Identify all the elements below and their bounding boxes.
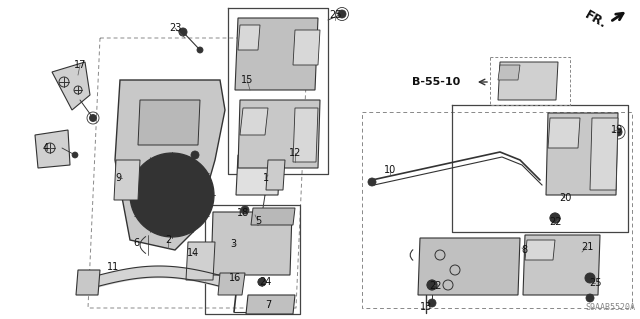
Text: 20: 20: [559, 193, 571, 203]
Polygon shape: [498, 62, 558, 100]
Text: 5: 5: [255, 216, 261, 226]
Text: 8: 8: [521, 245, 527, 255]
Polygon shape: [235, 18, 318, 90]
Circle shape: [142, 165, 202, 225]
Circle shape: [368, 178, 376, 186]
Polygon shape: [238, 25, 260, 50]
Text: 10: 10: [384, 165, 396, 175]
Polygon shape: [590, 118, 618, 190]
Text: 21: 21: [581, 242, 593, 252]
Text: 23: 23: [169, 23, 181, 33]
Circle shape: [197, 47, 203, 53]
Polygon shape: [35, 130, 70, 168]
Text: 1: 1: [263, 173, 269, 183]
Text: B-55-10: B-55-10: [412, 77, 460, 87]
Text: 13: 13: [420, 302, 432, 312]
Polygon shape: [418, 238, 520, 295]
Circle shape: [255, 219, 261, 225]
Polygon shape: [186, 242, 215, 280]
Circle shape: [258, 278, 266, 286]
Text: 4: 4: [43, 143, 49, 153]
Circle shape: [585, 273, 595, 283]
Circle shape: [550, 213, 560, 223]
Circle shape: [154, 177, 190, 213]
Polygon shape: [76, 270, 100, 295]
Text: 14: 14: [187, 248, 199, 258]
Text: 19: 19: [611, 125, 623, 135]
Circle shape: [262, 189, 268, 195]
Text: 9: 9: [115, 173, 121, 183]
Text: 6: 6: [133, 238, 139, 248]
Circle shape: [614, 128, 622, 136]
Polygon shape: [525, 240, 555, 260]
Text: S9AAB5520A: S9AAB5520A: [585, 303, 635, 312]
Polygon shape: [251, 208, 295, 225]
Circle shape: [338, 10, 346, 18]
Text: 15: 15: [241, 75, 253, 85]
Polygon shape: [523, 235, 600, 295]
Text: 22: 22: [550, 217, 563, 227]
Polygon shape: [211, 212, 292, 275]
Circle shape: [162, 185, 182, 205]
Polygon shape: [236, 155, 280, 195]
Text: 7: 7: [265, 300, 271, 310]
Text: 25: 25: [589, 278, 601, 288]
Text: 3: 3: [230, 239, 236, 249]
Circle shape: [179, 28, 187, 36]
Text: 2: 2: [165, 235, 171, 245]
Circle shape: [90, 115, 97, 122]
Text: 11: 11: [107, 262, 119, 272]
Polygon shape: [266, 160, 285, 190]
Polygon shape: [246, 295, 295, 314]
Polygon shape: [293, 108, 318, 162]
Text: 18: 18: [237, 208, 249, 218]
Circle shape: [241, 206, 249, 214]
Polygon shape: [115, 80, 225, 250]
Polygon shape: [240, 108, 268, 135]
Polygon shape: [293, 30, 320, 65]
Polygon shape: [548, 118, 580, 148]
Circle shape: [586, 294, 594, 302]
Polygon shape: [52, 62, 90, 110]
Polygon shape: [218, 273, 245, 295]
Polygon shape: [498, 65, 520, 80]
Text: 16: 16: [229, 273, 241, 283]
Circle shape: [427, 280, 437, 290]
Circle shape: [72, 152, 78, 158]
Text: 17: 17: [74, 60, 86, 70]
Text: 12: 12: [289, 148, 301, 158]
Polygon shape: [138, 100, 200, 145]
Text: FR.: FR.: [583, 9, 609, 31]
Circle shape: [428, 299, 436, 307]
Polygon shape: [546, 113, 618, 195]
Text: 24: 24: [259, 277, 271, 287]
Polygon shape: [238, 100, 320, 168]
Circle shape: [130, 153, 214, 237]
Text: 25: 25: [329, 10, 341, 20]
Polygon shape: [114, 160, 140, 200]
Circle shape: [191, 151, 199, 159]
Text: 22: 22: [429, 281, 442, 291]
